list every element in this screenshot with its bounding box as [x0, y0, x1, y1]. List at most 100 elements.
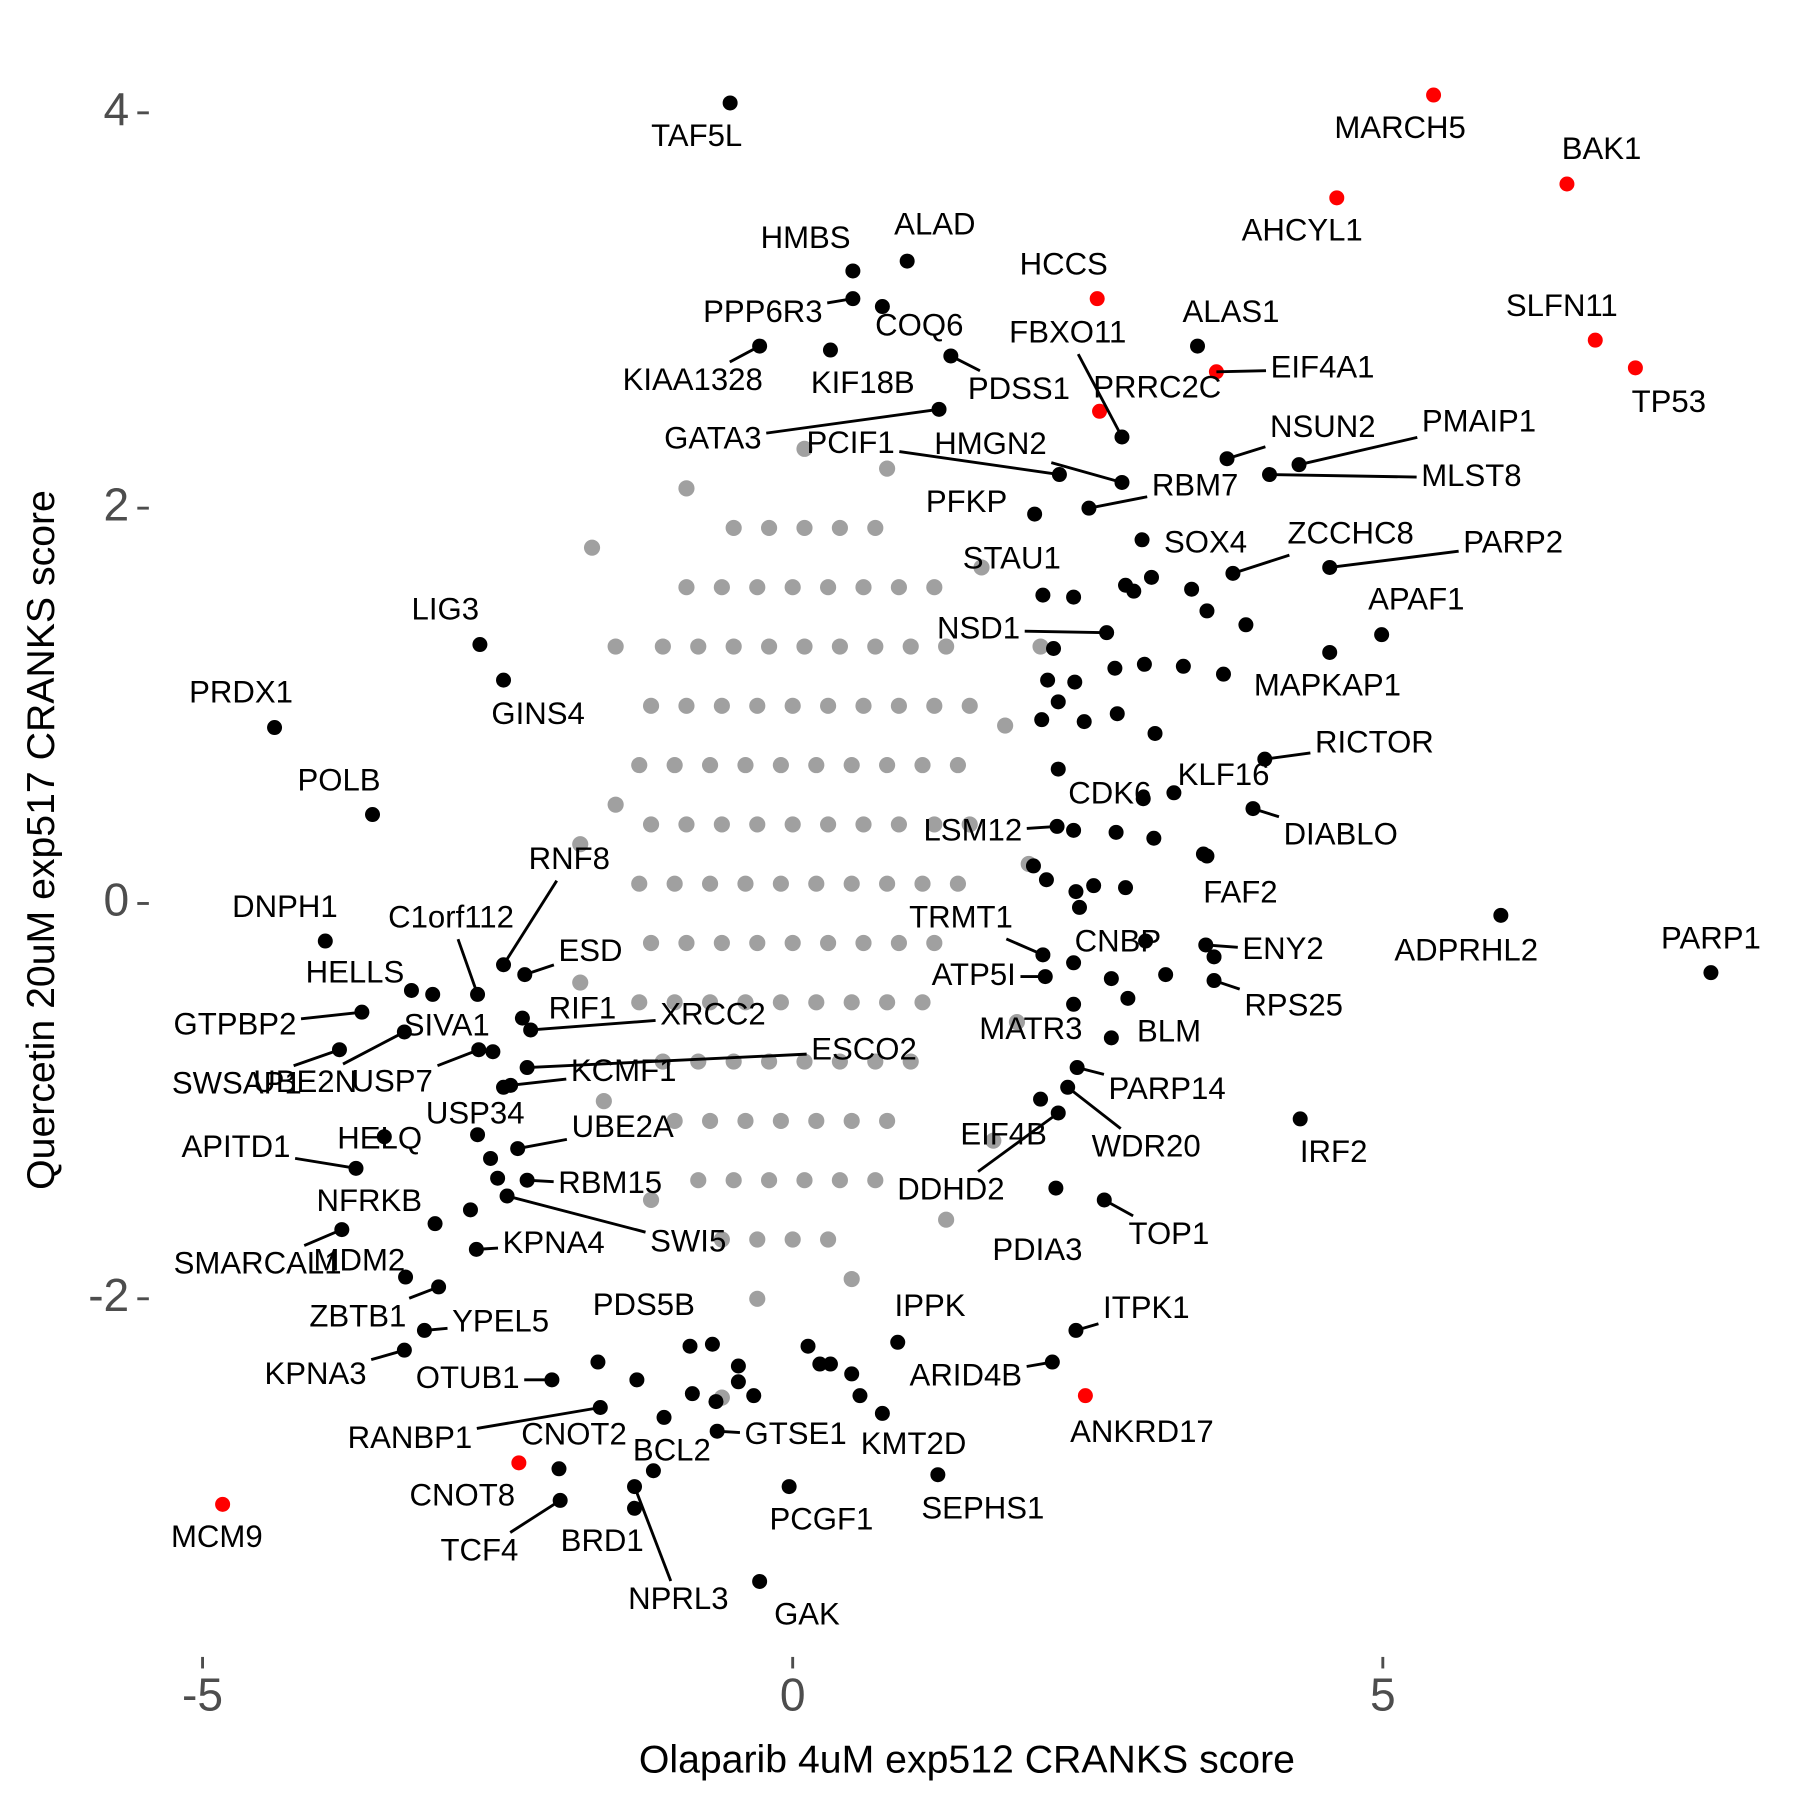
- point: [1038, 872, 1054, 888]
- point: [1046, 640, 1062, 656]
- point: [654, 638, 671, 655]
- point: [820, 934, 837, 952]
- point-label: TCF4: [440, 1533, 518, 1568]
- point: [365, 807, 381, 823]
- point: [470, 1127, 486, 1143]
- point: [752, 1573, 768, 1589]
- point-label: KIAA1328: [623, 362, 763, 397]
- leader-line: [1252, 807, 1280, 819]
- point-label: ADPRHL2: [1394, 932, 1538, 967]
- point: [1032, 638, 1049, 655]
- point: [820, 816, 837, 833]
- leader-line: [293, 1048, 340, 1068]
- point: [317, 933, 333, 949]
- point: [1627, 360, 1643, 376]
- point: [855, 697, 872, 714]
- point-label: FAF2: [1203, 874, 1277, 909]
- point-label: MAPKAP1: [1254, 667, 1401, 702]
- point-label: PARP14: [1109, 1071, 1226, 1106]
- point: [867, 519, 884, 536]
- leader-line: [342, 1030, 406, 1066]
- point: [1175, 658, 1191, 674]
- point: [499, 1188, 515, 1204]
- point: [684, 1386, 700, 1402]
- point: [844, 1366, 860, 1382]
- point-label: FBXO11: [1009, 315, 1126, 350]
- point: [1143, 569, 1159, 585]
- point-labels: TAF5L HMBS ALAD PPP6R3 COQ6 KIAA1328 KIF18B PDS…: [171, 110, 1761, 1631]
- leader-line: [1050, 461, 1123, 484]
- point: [749, 697, 766, 714]
- point: [583, 539, 601, 556]
- point: [666, 994, 683, 1011]
- point-label: HELLS: [306, 955, 405, 990]
- point-label: ESD: [559, 933, 623, 968]
- leader-line: [1216, 369, 1267, 374]
- point-label: ALAS1: [1183, 294, 1280, 329]
- point: [1103, 1030, 1119, 1046]
- point: [749, 816, 766, 833]
- point-label: BRD1: [561, 1523, 644, 1558]
- point-label: KCMF1: [571, 1053, 677, 1088]
- x-tick-label: 5: [1370, 1669, 1396, 1721]
- point-label: NPRL3: [628, 1581, 728, 1616]
- point: [879, 875, 896, 892]
- point: [772, 1112, 789, 1129]
- point: [902, 1053, 919, 1070]
- point: [784, 816, 801, 833]
- point: [1066, 822, 1082, 838]
- point-label: IPPK: [895, 1288, 966, 1323]
- point: [631, 994, 648, 1011]
- point-label: SIVA1: [404, 1008, 490, 1043]
- point-label: GINS4: [491, 696, 584, 731]
- point-label: CDK6: [1068, 775, 1151, 810]
- point-label: CNOT8: [410, 1478, 516, 1513]
- point-label: RNF8: [529, 841, 610, 876]
- point: [985, 1132, 1002, 1149]
- leader-line: [1026, 824, 1058, 830]
- point: [926, 697, 943, 714]
- point: [997, 717, 1014, 734]
- point-label: ZBTB1: [309, 1298, 406, 1333]
- point: [678, 579, 695, 596]
- point: [1067, 674, 1083, 690]
- point: [1587, 332, 1603, 348]
- point: [1108, 824, 1124, 840]
- point: [831, 638, 848, 655]
- point: [961, 816, 978, 833]
- point: [1109, 706, 1125, 722]
- point-label: TOP1: [1129, 1216, 1210, 1251]
- point: [749, 934, 766, 952]
- point: [749, 1290, 766, 1307]
- point-label: TP53: [1632, 384, 1706, 419]
- leader-line: [424, 1326, 448, 1332]
- point-label: HMBS: [761, 220, 851, 255]
- point-label: PARP2: [1463, 525, 1563, 560]
- point: [852, 1388, 868, 1404]
- point: [701, 875, 719, 892]
- point: [1238, 617, 1254, 633]
- point: [1048, 1180, 1064, 1196]
- point-label: ANKRD17: [1070, 1414, 1214, 1449]
- point: [784, 1231, 801, 1248]
- point: [784, 697, 801, 714]
- point: [690, 1053, 707, 1070]
- point: [890, 816, 907, 833]
- leader-line: [1226, 445, 1266, 461]
- point-label: XRCC2: [660, 996, 766, 1031]
- point-label: UBE2A: [572, 1109, 674, 1144]
- point: [642, 816, 660, 833]
- point-label: DIABLO: [1284, 817, 1398, 852]
- point: [930, 1467, 946, 1483]
- point: [1292, 1111, 1308, 1127]
- point: [678, 480, 695, 497]
- point: [682, 1338, 698, 1354]
- point: [796, 440, 813, 457]
- point: [490, 1170, 506, 1186]
- point-label: KMT2D: [861, 1426, 967, 1461]
- point: [1025, 858, 1041, 874]
- point: [607, 796, 624, 813]
- point: [666, 757, 683, 774]
